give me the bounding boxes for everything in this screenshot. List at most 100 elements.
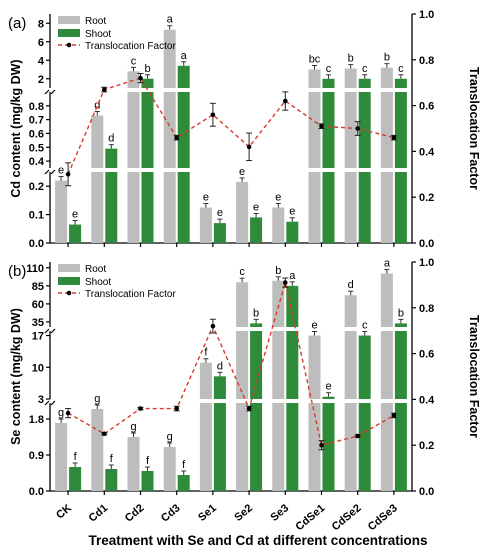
significance-label: e bbox=[203, 192, 209, 204]
significance-label: d bbox=[108, 133, 114, 145]
tf-point bbox=[65, 172, 71, 177]
y2-tick-label: 0.0 bbox=[419, 238, 434, 250]
significance-label: a bbox=[384, 258, 391, 270]
shoot-bar bbox=[286, 221, 299, 243]
bar-break-gap bbox=[176, 168, 191, 172]
axis-break-mark bbox=[44, 89, 56, 95]
y2-tick-label: 0.6 bbox=[419, 101, 434, 113]
tf-point bbox=[102, 431, 107, 437]
bar-break-gap bbox=[379, 168, 394, 172]
root-bar bbox=[163, 447, 176, 491]
panel-label: (b) bbox=[8, 263, 26, 280]
significance-label: d bbox=[94, 99, 100, 111]
y2-axis-label: Translocation Factor bbox=[467, 67, 481, 190]
significance-label: e bbox=[58, 165, 64, 177]
tf-point bbox=[210, 323, 216, 329]
x-tick-label: Cd2 bbox=[123, 502, 147, 525]
root-bar bbox=[55, 423, 68, 491]
bar-break-gap bbox=[379, 327, 394, 331]
bar-break-gap bbox=[379, 399, 394, 403]
legend-root-swatch bbox=[58, 264, 80, 272]
y-axis-label: Se content (mg/kg DW) bbox=[9, 308, 23, 445]
shoot-bar bbox=[105, 469, 118, 491]
tf-point bbox=[210, 112, 216, 118]
significance-label: f bbox=[74, 451, 78, 463]
y-axis-label: Cd content (mg/kg DW) bbox=[9, 59, 23, 197]
bar-break-gap bbox=[321, 88, 336, 92]
significance-label: e bbox=[325, 381, 331, 393]
bar-break-gap bbox=[140, 168, 155, 172]
tf-point bbox=[283, 280, 288, 285]
bar-break-gap bbox=[307, 399, 322, 403]
significance-label: a bbox=[167, 14, 174, 26]
bar-break-gap bbox=[343, 88, 358, 92]
bar-break-gap bbox=[343, 399, 358, 403]
axis-break-mark bbox=[44, 400, 56, 406]
x-tick-label: Cd3 bbox=[159, 502, 183, 525]
bar-break-gap bbox=[249, 327, 264, 331]
shoot-bar bbox=[141, 78, 154, 243]
x-tick-label: CdSe3 bbox=[366, 502, 400, 533]
y-tick-label: 4 bbox=[38, 55, 45, 67]
x-tick-label: CdSe2 bbox=[330, 502, 364, 533]
bar-break-gap bbox=[90, 168, 105, 172]
translocation-factor-line bbox=[67, 77, 395, 175]
significance-label: d bbox=[217, 360, 223, 372]
bar-break-gap bbox=[321, 399, 336, 403]
significance-label: b bbox=[398, 307, 404, 319]
significance-label: b bbox=[384, 52, 390, 64]
y-tick-label: 17 bbox=[32, 331, 44, 343]
bar-break-gap bbox=[307, 168, 322, 172]
shoot-bar bbox=[177, 475, 190, 491]
significance-label: g bbox=[130, 421, 136, 433]
root-bar bbox=[55, 180, 68, 243]
legend-tf-label: Translocation Factor bbox=[85, 41, 176, 52]
x-tick-label: Se1 bbox=[196, 502, 219, 524]
shoot-bar bbox=[213, 223, 226, 243]
shoot-bar bbox=[105, 148, 118, 243]
y-tick-label: 6 bbox=[38, 37, 44, 49]
significance-label: b bbox=[275, 265, 281, 277]
significance-label: f bbox=[110, 453, 114, 465]
root-bar bbox=[91, 409, 104, 491]
significance-label: g bbox=[58, 407, 64, 419]
y-tick-label: 0.0 bbox=[29, 486, 44, 498]
significance-label: e bbox=[217, 207, 223, 219]
legend-shoot-label: Shoot bbox=[85, 29, 111, 40]
shoot-bar bbox=[69, 224, 82, 243]
y-tick-label: 0.0 bbox=[29, 238, 44, 250]
translocation-factor-line bbox=[67, 282, 395, 447]
y-tick-label: 8 bbox=[38, 18, 44, 30]
bar-break-gap bbox=[393, 88, 408, 92]
root-bar bbox=[127, 437, 140, 491]
x-tick-label: Cd1 bbox=[87, 502, 111, 525]
significance-label: c bbox=[239, 266, 245, 278]
y-tick-label: 3 bbox=[38, 394, 44, 406]
significance-label: c bbox=[362, 320, 368, 332]
y-tick-label: 1.8 bbox=[29, 414, 44, 426]
legend-shoot-swatch bbox=[58, 277, 80, 285]
significance-label: c bbox=[131, 55, 137, 67]
shoot-bar bbox=[358, 335, 371, 491]
tf-point bbox=[391, 413, 397, 418]
y-tick-label: 0.2 bbox=[29, 181, 44, 193]
legend-root-label: Root bbox=[85, 16, 106, 27]
y2-tick-label: 1.0 bbox=[419, 257, 434, 269]
root-bar bbox=[308, 69, 321, 243]
tf-point bbox=[355, 433, 361, 439]
tf-point bbox=[319, 442, 324, 448]
root-bar bbox=[344, 295, 357, 491]
shoot-bar bbox=[177, 65, 190, 243]
root-bar bbox=[199, 362, 212, 491]
root-bar bbox=[380, 273, 393, 491]
significance-label: d bbox=[348, 279, 354, 291]
y2-tick-label: 0.0 bbox=[419, 486, 434, 498]
significance-label: e bbox=[275, 192, 281, 204]
significance-label: e bbox=[289, 206, 295, 218]
bar-break-gap bbox=[393, 327, 408, 331]
bar-break-gap bbox=[104, 168, 119, 172]
y-tick-label: 110 bbox=[26, 263, 44, 275]
y2-tick-label: 0.6 bbox=[419, 349, 434, 361]
root-bar bbox=[344, 68, 357, 243]
y2-tick-label: 0.8 bbox=[419, 55, 434, 67]
